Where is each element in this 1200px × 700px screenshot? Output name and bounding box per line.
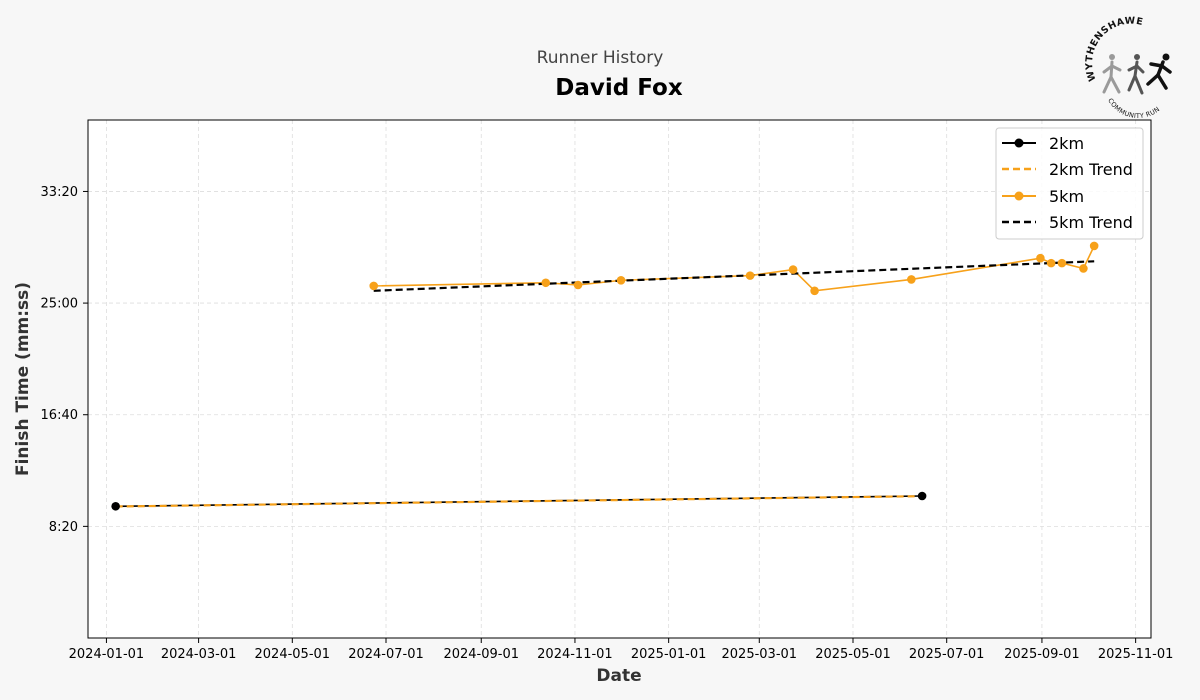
data-point-5km [573,280,583,290]
x-tick-label: 2025-09-01 [1004,647,1080,662]
legend-item-5km-trend: 5km Trend [1002,213,1133,232]
legend-item-5km: 5km [1002,187,1084,206]
y-tick-label: 25:00 [41,297,78,312]
x-tick-label: 2024-05-01 [255,647,331,662]
series-line-5km-trend [373,260,1095,292]
runner-name-title: David Fox [555,75,683,101]
data-point-2km [917,491,927,501]
legend-label-2km: 2km [1049,134,1084,153]
legend-marker-5km [1014,191,1024,201]
x-tick-label: 2024-01-01 [69,647,145,662]
logo-bottom-text: COMMUNITY RUN [1106,97,1161,120]
data-point-5km [1036,253,1045,263]
x-tick-label: 2025-07-01 [909,647,985,662]
x-tick-label: 2024-07-01 [348,647,424,662]
data-point-5km [1079,264,1088,273]
logo-runner-figure-dark [1146,53,1172,90]
legend-box [995,127,1144,240]
legend-label-5km: 5km [1049,187,1084,206]
legend-label-5km-trend: 5km Trend [1049,213,1133,232]
data-point-5km [1057,258,1067,268]
data-series [111,241,1099,511]
plot-area [87,119,1152,639]
x-tick-label: 2025-01-01 [631,647,707,662]
data-point-5km [1089,241,1099,251]
x-tick-label: 2025-03-01 [722,647,798,662]
y-tick-label: 8:20 [49,520,78,535]
data-point-5km [788,265,798,274]
series-line-2km-trend [115,495,923,508]
x-tick-label: 2025-05-01 [815,647,891,662]
data-point-5km [907,275,916,284]
x-tick-label: 2024-11-01 [537,647,613,662]
data-point-5km [745,271,755,280]
axis-ticks: 2024-01-01 2024-03-01 2024-05-01 2024-07-01… [41,185,1174,662]
wythenshawe-community-run-logo: WYTHENSHAWE COMMUNITY RUN [1084,15,1172,120]
y-axis-label: Finish Time (mm:ss) [13,282,33,476]
data-point-5km [541,278,551,288]
logo-runner-figure-light [1102,54,1122,94]
logo-runner-figure-mid [1127,54,1145,95]
x-tick-label: 2024-03-01 [161,647,237,662]
data-point-5km [616,276,626,285]
x-tick-label: 2024-09-01 [443,647,519,662]
legend-marker-2km [1014,138,1024,148]
legend-item-2km: 2km [1002,134,1084,153]
chart-subtitle: Runner History [537,48,664,68]
legend: 2km 2km Trend 5km 5km Trend [995,127,1144,240]
plot-frame [87,119,1152,639]
data-point-2km [111,501,120,511]
legend-item-2km-trend: 2km Trend [1002,160,1133,179]
legend-label-2km-trend: 2km Trend [1049,160,1133,179]
x-tick-label: 2025-11-01 [1098,647,1174,662]
data-point-5km [369,281,379,291]
x-axis-label: Date [596,666,641,686]
y-tick-label: 16:40 [41,408,78,423]
y-tick-label: 33:20 [41,185,78,200]
data-point-5km [810,286,819,296]
data-point-5km [1046,258,1056,268]
